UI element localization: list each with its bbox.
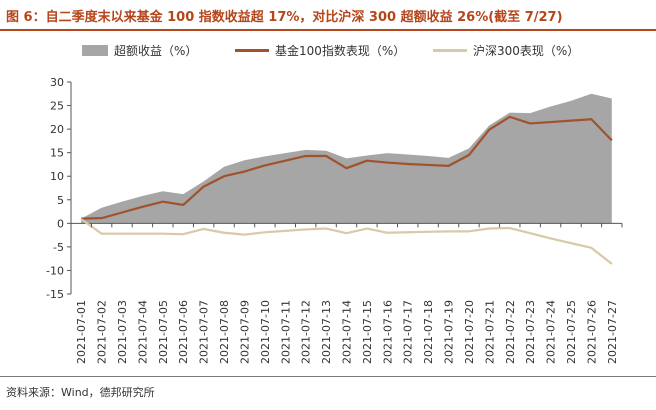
x-tick-label: 2021-07-25 (565, 300, 578, 364)
legend-item-excess: 超额收益（%） (82, 42, 197, 59)
x-tick-label: 2021-07-06 (177, 300, 190, 364)
x-tick-label: 2021-07-11 (279, 300, 292, 364)
legend-label-excess: 超额收益（%） (114, 44, 198, 58)
source-note: 资料来源：Wind，德邦研究所 (6, 386, 155, 399)
y-tick-label: 20 (50, 123, 64, 136)
x-tick-label: 2021-07-17 (402, 300, 415, 364)
chart-canvas: -15 -10 -5 0 5 10 15 20 25 30 2021-07-01 2021-07-02… (46, 76, 623, 364)
x-tick-label: 2021-07-03 (116, 300, 129, 364)
x-tick-label: 2021-07-18 (422, 300, 435, 364)
legend-line-hs300 (433, 49, 467, 52)
legend-label-hs300: 沪深300表现（%） (473, 44, 580, 58)
chart-title: 图 6：自二季度末以来基金 100 指数收益超 17%，对比沪深 300 超额收… (6, 10, 563, 25)
x-tick-label: 2021-07-26 (585, 300, 598, 364)
x-tick-label: 2021-07-15 (361, 300, 374, 364)
legend-label-fund: 基金100指数表现（%） (275, 44, 406, 58)
x-tick-label: 2021-07-10 (259, 300, 272, 364)
x-tick-label: 2021-07-19 (443, 300, 456, 364)
y-tick-label: 30 (50, 76, 64, 89)
x-tick-label: 2021-07-27 (606, 300, 619, 364)
x-tick-label: 2021-07-05 (157, 300, 170, 364)
x-tick-label: 2021-07-02 (96, 300, 109, 364)
hs300-line (80, 218, 613, 265)
chart-legend: 超额收益（%） 基金100指数表现（%） 沪深300表现（%） (0, 42, 656, 60)
x-tick-label: 2021-07-21 (483, 300, 496, 364)
x-tick-label: 2021-07-08 (218, 300, 231, 364)
source-divider (0, 376, 656, 377)
x-tick-label: 2021-07-12 (300, 300, 313, 364)
y-tick-label: -5 (53, 241, 64, 254)
x-tick-label: 2021-07-23 (524, 300, 537, 364)
x-tick-label: 2021-07-09 (238, 300, 251, 364)
x-tick-label: 2021-07-22 (504, 300, 517, 364)
x-tick-label: 2021-07-16 (381, 300, 394, 364)
excess-return-area (81, 93, 612, 224)
x-tick-label: 2021-07-14 (341, 300, 354, 364)
y-tick-label: 0 (57, 217, 64, 230)
y-tick-label: 25 (50, 100, 64, 113)
y-tick-label: 15 (50, 147, 64, 160)
x-tick-label: 2021-07-13 (320, 300, 333, 364)
y-tick-label: -10 (46, 264, 64, 277)
x-tick-label: 2021-07-01 (75, 300, 88, 364)
y-tick-label: 10 (50, 170, 64, 183)
fund100-line (81, 115, 613, 220)
legend-swatch-excess (82, 45, 108, 56)
x-tick-label: 2021-07-04 (136, 300, 149, 364)
x-tick-label: 2021-07-24 (545, 300, 558, 364)
legend-line-fund (235, 49, 269, 52)
x-tick-label: 2021-07-07 (198, 300, 211, 364)
legend-item-fund: 基金100指数表现（%） (235, 42, 405, 59)
legend-item-hs300: 沪深300表现（%） (433, 42, 579, 59)
y-tick-label: -15 (46, 288, 64, 301)
y-tick-label: 5 (57, 194, 64, 207)
x-tick-label: 2021-07-20 (463, 300, 476, 364)
title-divider (0, 29, 656, 31)
